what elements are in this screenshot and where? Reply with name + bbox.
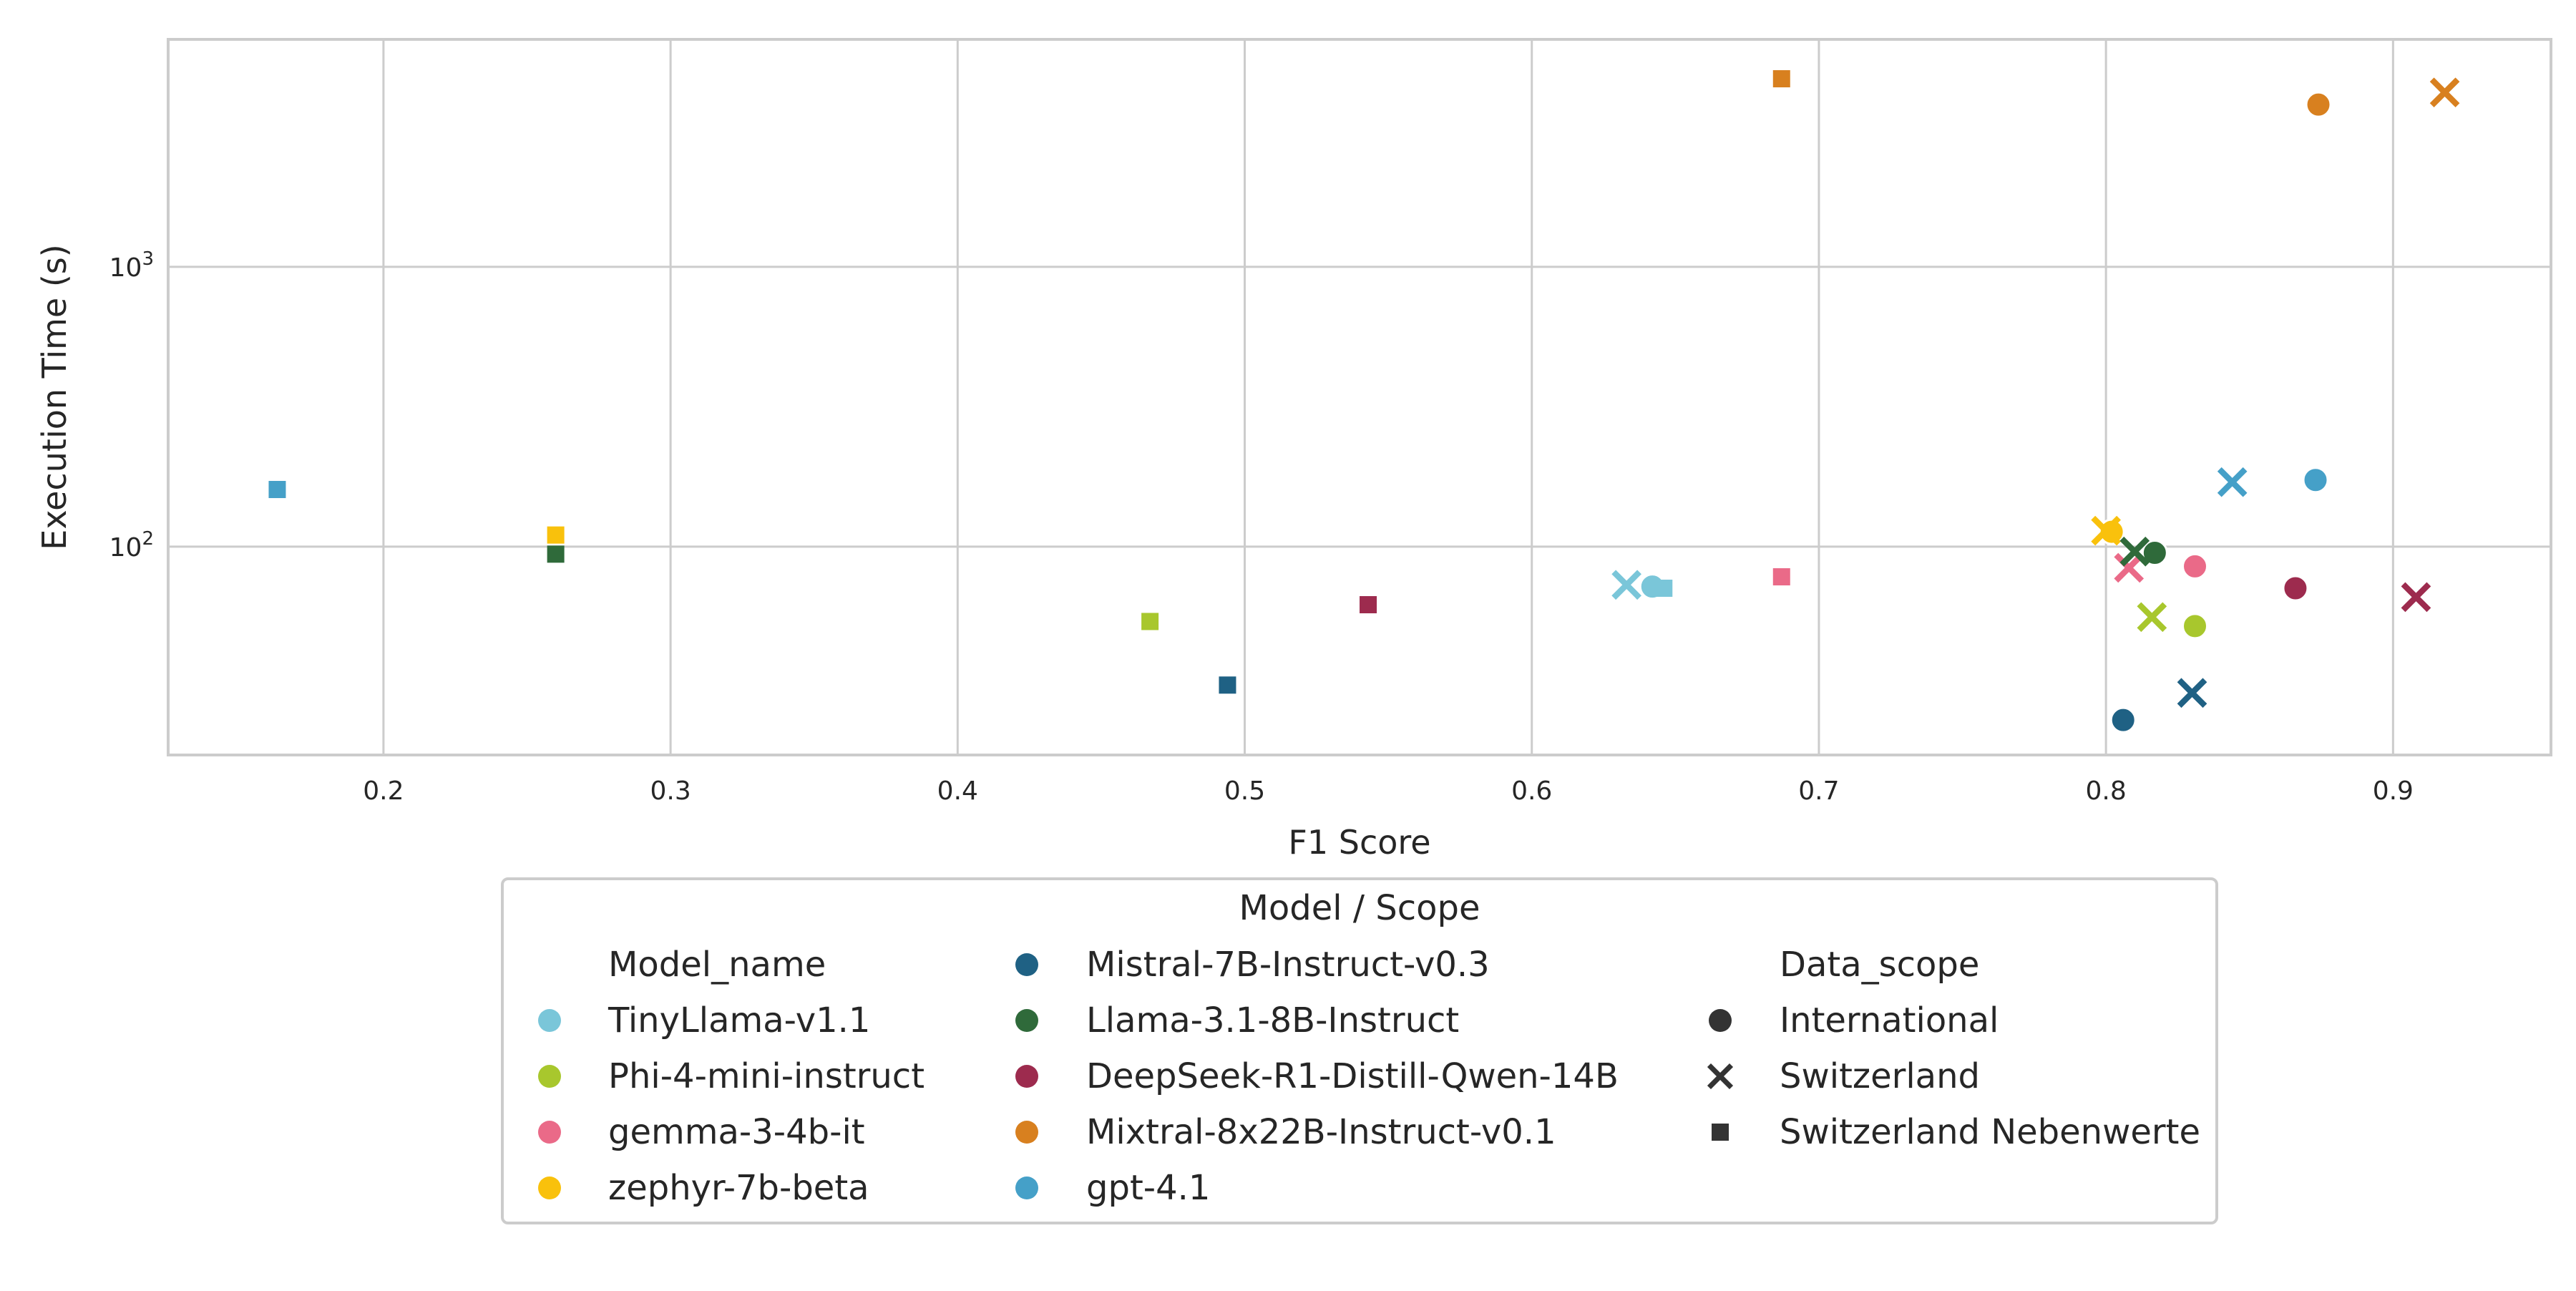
legend-scope-item: Switzerland Nebenwerte: [1712, 1112, 2200, 1152]
data-point: [1219, 676, 1236, 694]
data-point: [2109, 706, 2137, 734]
data-point: [2091, 515, 2121, 546]
legend-marker: [538, 1176, 561, 1199]
legend-label: International: [1780, 1000, 1999, 1041]
data-point: [1360, 595, 1377, 613]
data-point: [2282, 575, 2309, 602]
y-tick-label: 103: [109, 248, 154, 283]
legend-model-item: DeepSeek-R1-Distill-Qwen-14B: [1015, 1056, 1619, 1096]
legend-model-item: gemma-3-4b-it: [538, 1112, 865, 1152]
data-point: [2217, 467, 2248, 497]
data-points: [268, 70, 2460, 734]
data-point: [2141, 540, 2168, 567]
y-axis-label: Execution Time (s): [35, 244, 74, 550]
data-point: [1611, 570, 1641, 600]
legend-scope-item: Switzerland: [1707, 1056, 1980, 1096]
legend-marker: [1709, 1009, 1732, 1032]
legend-model-item: gpt-4.1: [1015, 1168, 1210, 1208]
x-axis-label: F1 Score: [1288, 823, 1430, 862]
legend-model-item: Phi-4-mini-instruct: [538, 1056, 924, 1096]
legend-model-item: zephyr-7b-beta: [538, 1168, 869, 1208]
legend-marker: [1707, 1063, 1734, 1090]
data-point: [2182, 552, 2209, 580]
legend-scope-entries: International Switzerland Switzerland Nebe…: [1707, 1000, 2200, 1152]
legend-model-item: Mistral-7B-Instruct-v0.3: [1015, 945, 1490, 985]
legend-marker: [1015, 1121, 1038, 1144]
legend-label: Switzerland Nebenwerte: [1780, 1112, 2200, 1152]
legend-marker: [1015, 1176, 1038, 1199]
x-tick-labels: 0.2 0.3 0.4 0.5 0.6 0.7 0.8 0.9: [363, 776, 2414, 806]
data-point: [1655, 579, 1673, 597]
legend-label: gpt-4.1: [1086, 1168, 1210, 1208]
data-point: [1772, 70, 1790, 88]
legend-title: Model / Scope: [1239, 888, 1480, 928]
legend-model-item: Mixtral-8x22B-Instruct-v0.1: [1015, 1112, 1556, 1152]
data-point: [268, 481, 286, 499]
legend-marker: [1015, 1065, 1038, 1088]
legend-label: zephyr-7b-beta: [608, 1168, 869, 1208]
legend-label: DeepSeek-R1-Distill-Qwen-14B: [1086, 1056, 1619, 1096]
data-point: [2177, 678, 2207, 708]
data-point: [547, 526, 565, 544]
x-tick-label: 0.9: [2373, 776, 2414, 806]
legend-label: TinyLlama-v1.1: [608, 1000, 870, 1041]
legend-label: gemma-3-4b-it: [608, 1112, 865, 1152]
data-point: [2429, 77, 2460, 107]
legend-marker: [1712, 1124, 1729, 1141]
x-tick-label: 0.3: [650, 776, 691, 806]
y-tick-labels: 102 103: [109, 248, 154, 562]
x-tick-label: 0.4: [937, 776, 978, 806]
x-tick-label: 0.2: [363, 776, 404, 806]
legend-model-header: Model_name: [608, 945, 826, 985]
legend-frame: [501, 877, 2218, 1224]
legend-scope-item: International: [1709, 1000, 1999, 1041]
x-tick-label: 0.8: [2085, 776, 2126, 806]
x-tick-label: 0.7: [1798, 776, 1839, 806]
legend-label: Switzerland: [1780, 1056, 1980, 1096]
x-tick-label: 0.5: [1224, 776, 1265, 806]
legend: Model / Scope Model_name Data_scope Tiny…: [501, 877, 2218, 1224]
legend-marker: [1015, 1009, 1038, 1032]
plot-area: [167, 38, 2552, 756]
grid-lines: [168, 39, 2551, 755]
data-point: [1141, 613, 1159, 630]
data-point: [2137, 602, 2167, 633]
legend-label: Mixtral-8x22B-Instruct-v0.1: [1086, 1112, 1556, 1152]
data-point: [2182, 613, 2209, 640]
legend-marker: [538, 1065, 561, 1088]
data-point: [2401, 582, 2431, 613]
legend-label: Mistral-7B-Instruct-v0.3: [1086, 945, 1490, 985]
data-point: [2098, 518, 2125, 545]
legend-scope-header: Data_scope: [1780, 945, 1979, 985]
data-point: [2305, 91, 2332, 118]
data-point: [2119, 536, 2150, 567]
legend-model-item: Llama-3.1-8B-Instruct: [1015, 1000, 1459, 1041]
y-tick-label: 102: [109, 528, 154, 562]
legend-model-item: TinyLlama-v1.1: [538, 1000, 870, 1041]
data-point: [1772, 568, 1790, 586]
legend-marker: [538, 1009, 561, 1032]
legend-marker: [1015, 953, 1038, 976]
legend-marker: [538, 1121, 561, 1144]
legend-label: Llama-3.1-8B-Instruct: [1086, 1000, 1459, 1041]
legend-model-entries: TinyLlama-v1.1 Phi-4-mini-instruct gemma-3…: [538, 945, 1619, 1208]
legend-label: Phi-4-mini-instruct: [608, 1056, 924, 1096]
data-point: [547, 545, 565, 563]
x-tick-label: 0.6: [1511, 776, 1552, 806]
data-point: [2302, 467, 2329, 494]
